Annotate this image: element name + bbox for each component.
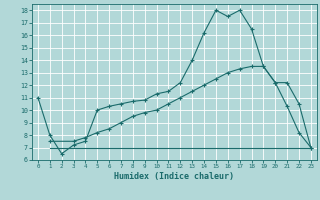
X-axis label: Humidex (Indice chaleur): Humidex (Indice chaleur) — [115, 172, 234, 181]
